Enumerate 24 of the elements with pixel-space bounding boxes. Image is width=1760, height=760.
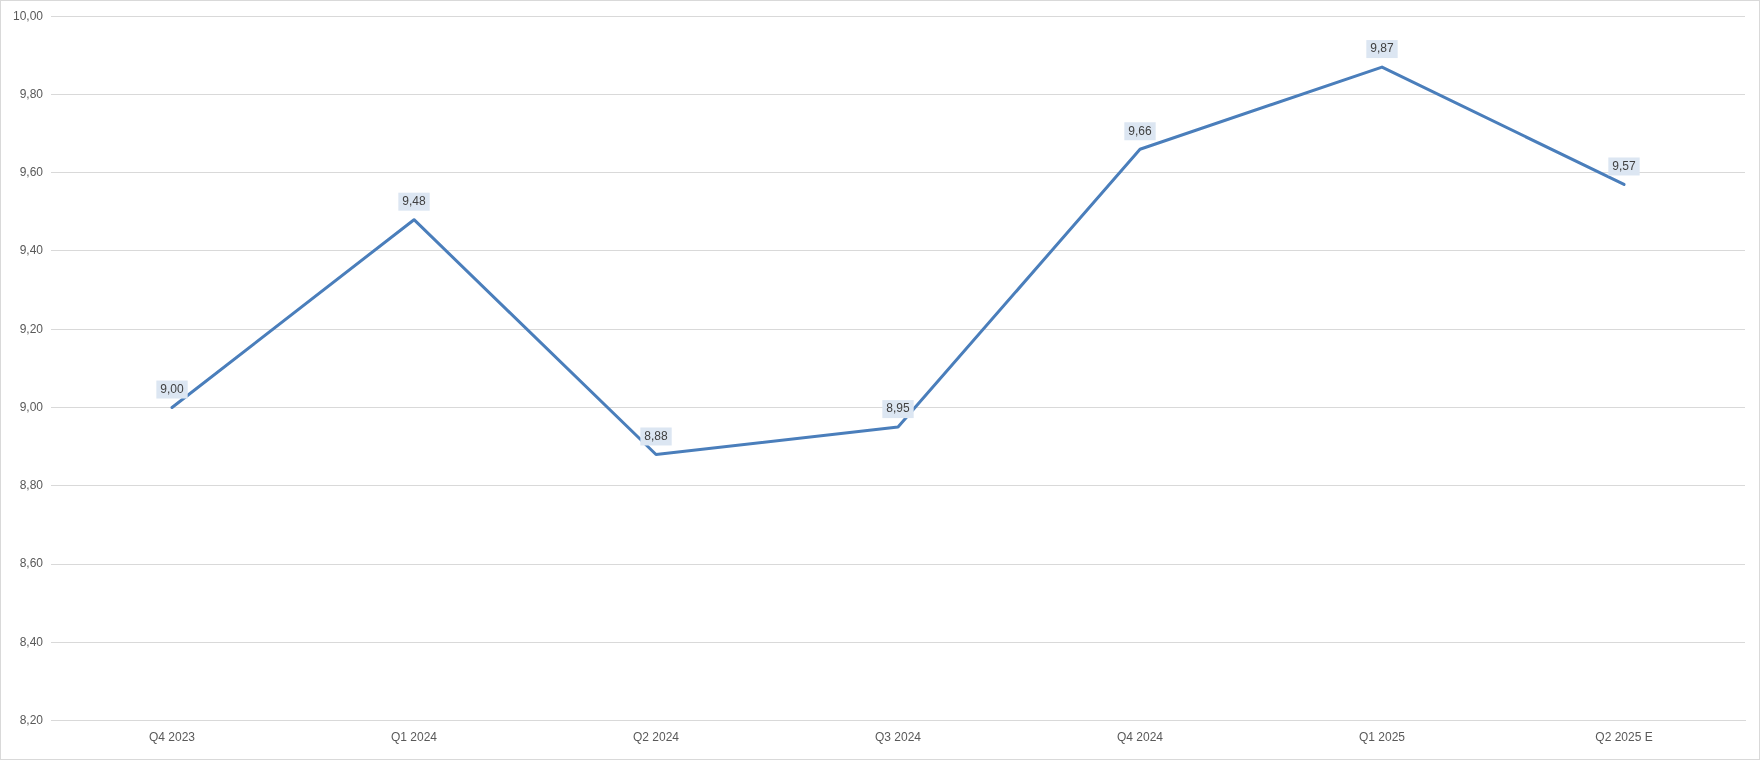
y-tick-label: 8,80 [19, 478, 44, 493]
data-label: 9,57 [1612, 158, 1636, 173]
x-tick-label: Q1 2025 [1358, 730, 1406, 745]
data-label: 9,48 [402, 194, 427, 209]
y-tick-label: 8,40 [19, 634, 44, 649]
y-tick-label: 9,40 [19, 243, 44, 258]
x-tick-label: Q1 2024 [391, 730, 438, 745]
x-tick-label: Q3 2024 [874, 730, 922, 745]
y-tick-label: 8,20 [19, 712, 44, 727]
y-tick-label: 9,80 [19, 86, 44, 101]
data-label: 9,66 [1128, 123, 1153, 138]
y-tick-label: 9,60 [19, 165, 44, 180]
y-tick-label: 8,60 [19, 556, 44, 571]
data-label: 9,87 [1370, 41, 1395, 56]
y-tick-label: 10,00 [13, 8, 44, 23]
data-label: 9,00 [160, 381, 185, 396]
x-tick-label: Q4 2024 [1116, 730, 1164, 745]
data-label: 8,95 [886, 401, 911, 416]
x-tick-label: Q2 2024 [633, 730, 680, 745]
y-tick-label: 9,20 [19, 321, 44, 336]
y-tick-label: 9,00 [19, 399, 44, 414]
x-tick-label: Q4 2023 [149, 730, 196, 745]
x-tick-label: Q2 2025 E [1595, 730, 1653, 745]
data-label: 8,88 [644, 428, 669, 443]
